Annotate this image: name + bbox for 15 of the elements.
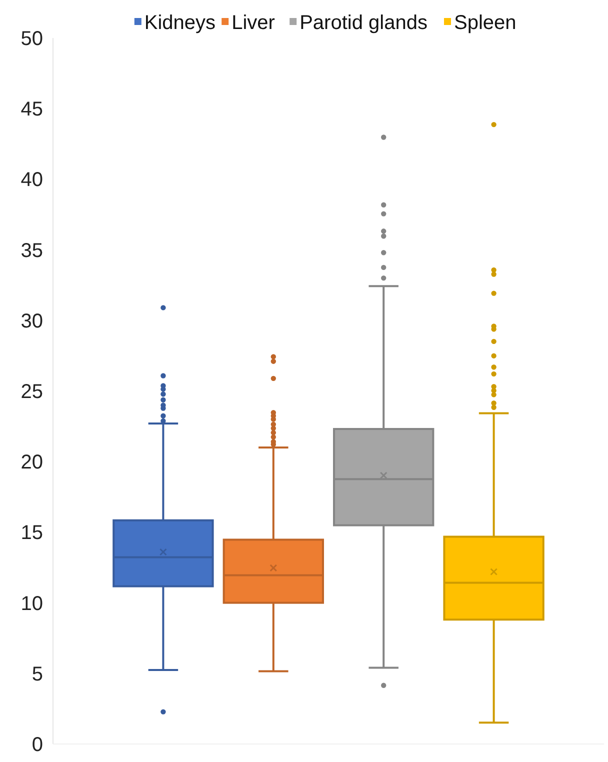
y-tick-label: 45 — [20, 98, 43, 121]
y-tick-label: 25 — [20, 381, 43, 403]
y-tick-label: 40 — [20, 169, 43, 192]
legend-label: Spleen — [454, 12, 516, 34]
y-tick-label: 20 — [20, 452, 43, 474]
y-tick-label: 50 — [20, 28, 43, 50]
y-tick-label: 35 — [20, 240, 43, 262]
y-tick-label: 0 — [32, 734, 43, 756]
legend-label: Parotid glands — [300, 12, 428, 34]
y-tick-label: 10 — [20, 592, 43, 615]
y-tick-label: 30 — [20, 310, 43, 332]
y-tick-label: 15 — [20, 522, 43, 544]
legend-label: Liver — [232, 12, 276, 34]
y-tick-label: 5 — [32, 663, 43, 686]
legend-label: Kidneys — [144, 12, 216, 34]
